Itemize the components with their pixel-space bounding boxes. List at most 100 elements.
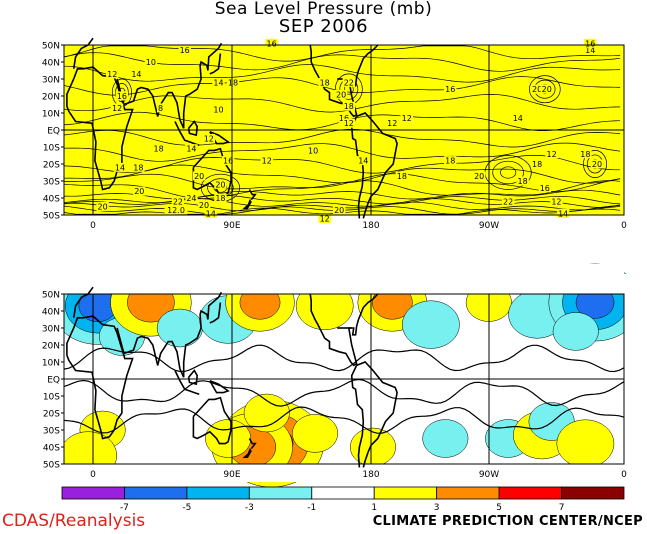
anomaly-contour [402, 300, 460, 349]
lat-tick-label: 20S [43, 161, 60, 171]
contour-label: 12 [204, 135, 214, 144]
lat-tick-label: 20S [43, 410, 60, 420]
contour-label: 18 [228, 78, 238, 87]
contour-label: 18 [397, 172, 407, 181]
contour-label: 20 [592, 160, 602, 169]
contour-label: 24 [186, 194, 196, 203]
contour-label: 16 [540, 184, 550, 193]
anomaly-contour [243, 393, 290, 433]
lat-tick-label: 20N [42, 93, 60, 103]
lat-tick-label: 50N [42, 42, 60, 52]
coastline [209, 130, 230, 145]
lat-tick-label: 20N [42, 342, 60, 352]
colorbar-tick-label: 7 [559, 503, 565, 513]
contour-label: 14 [513, 114, 523, 123]
contour-label: 20 [542, 85, 552, 94]
coastline [187, 120, 199, 137]
colorbar-swatch [124, 486, 188, 500]
anomaly-contour [349, 427, 396, 467]
isobar [63, 154, 621, 174]
high-contour [492, 160, 524, 185]
anomaly-contour [556, 419, 615, 468]
high-contour [529, 75, 561, 104]
contour-label: 14 [131, 70, 141, 79]
isobar [63, 189, 621, 200]
coastline [309, 44, 374, 118]
contour-label: 20 [215, 180, 225, 189]
bottom-chart-title: SLP Anomaly (mb) (1979-95 Climo) [156, 262, 491, 283]
anomaly-contour [513, 410, 571, 460]
contour-label: 18 [344, 102, 354, 111]
lat-tick-label: EQ [47, 376, 60, 386]
contour-label: 16 [180, 46, 190, 55]
colorbar-swatch [498, 486, 562, 500]
contour-label: 20 [474, 172, 484, 181]
isobar [63, 173, 621, 192]
anomaly-contour [64, 278, 131, 334]
colorbar-swatch [436, 486, 500, 500]
lat-tick-label: 30S [43, 178, 60, 188]
contour-label: 14 [115, 163, 125, 172]
contour-label: 20 [98, 203, 108, 212]
contour-label: 20 [532, 85, 542, 94]
anomaly-contour [199, 295, 258, 344]
colorbar-swatch [186, 486, 250, 500]
contour-label: 18 [445, 157, 455, 166]
contour-label: 16 [223, 157, 233, 166]
isobar [63, 180, 621, 199]
lat-tick-label: 10S [43, 393, 60, 403]
contour-label: 12 [112, 104, 122, 113]
contour-label: 12 [546, 150, 556, 159]
lon-tick-label: 0 [621, 470, 627, 480]
coastline [116, 291, 223, 378]
colorbar-tick-label: 5 [496, 503, 502, 513]
anomaly-contour [79, 410, 126, 450]
lat-tick-label: 40S [43, 195, 60, 205]
contour-label: 16 [266, 39, 276, 48]
contour-label: 20 [336, 90, 346, 99]
isobar [63, 198, 621, 208]
contour-label: 14 [206, 209, 216, 218]
anomaly-contour [98, 317, 145, 356]
contour-label: 22 [503, 197, 513, 206]
contour-label: 12.0 [167, 206, 185, 215]
lon-tick-label: 90W [479, 470, 499, 480]
coastline [209, 53, 222, 75]
contour-label: 12 [262, 157, 272, 166]
lon-tick-label: 90W [479, 221, 499, 231]
lat-tick-label: 10S [43, 144, 60, 154]
anomaly-contour [485, 419, 532, 458]
colorbar-tick-label: -1 [307, 503, 316, 513]
anomaly-contour [575, 286, 615, 319]
anomaly-contour [156, 308, 203, 348]
anomaly-contour [249, 425, 294, 462]
lat-tick-label: 50S [43, 461, 60, 471]
anomaly-contour [465, 283, 512, 322]
anomaly-frame: 50N 40N 30N 20N 10N EQ 10S 20S 30S 40S 50S 0 90E 180 9… [42, 291, 627, 481]
contour-label: 20 [134, 187, 144, 196]
contour-label: 14 [585, 46, 595, 55]
contour-label: 20 [199, 201, 209, 210]
coastline [372, 44, 379, 51]
coastline [174, 370, 200, 396]
coastline [66, 66, 134, 191]
anomaly-contour [219, 399, 324, 488]
contour-label: 16 [117, 92, 127, 101]
colorbar-tick-label: 3 [434, 503, 440, 513]
anomaly-contour [371, 285, 413, 320]
isobar [63, 194, 621, 205]
lon-tick-label: 90E [223, 470, 240, 480]
contour-label: 18 [532, 160, 542, 169]
coastline [72, 286, 94, 318]
anomaly-contour [234, 412, 309, 475]
contour-label: 18 [320, 78, 330, 87]
lon-tick-label: 0 [90, 221, 96, 231]
lat-tick-label: 40S [43, 444, 60, 454]
contour-label: 22 [344, 78, 354, 87]
contour-label: 12 [387, 119, 397, 128]
anomaly-contour [228, 427, 277, 467]
credit-cdas: CDAS/Reanalysis [2, 511, 146, 531]
lon-tick-label: 90E [223, 221, 240, 231]
contour-label: 14 [558, 209, 568, 218]
